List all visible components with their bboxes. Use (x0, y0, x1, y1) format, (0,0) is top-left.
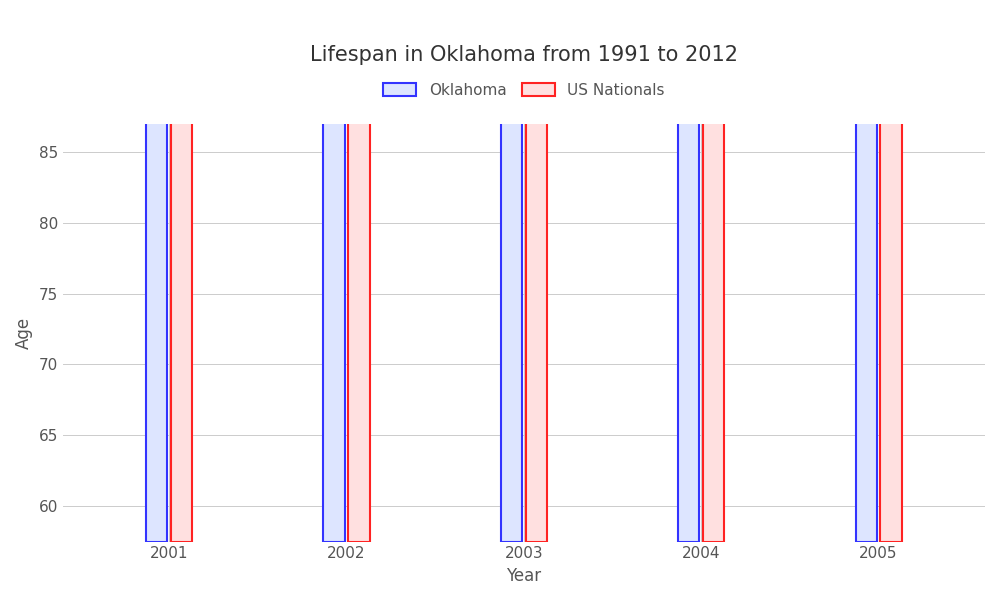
Bar (171, 0, 192, 542)
Bar (323, 0, 345, 542)
Bar (526, 0, 547, 542)
Y-axis label: Age: Age (15, 316, 33, 349)
Bar (703, 0, 724, 542)
Title: Lifespan in Oklahoma from 1991 to 2012: Lifespan in Oklahoma from 1991 to 2012 (310, 45, 738, 65)
Legend: Oklahoma, US Nationals: Oklahoma, US Nationals (377, 77, 671, 104)
Bar (880, 0, 902, 542)
Bar (348, 0, 370, 542)
Bar (856, 0, 877, 542)
Bar (678, 0, 699, 542)
Bar (501, 0, 522, 542)
X-axis label: Year: Year (506, 567, 541, 585)
Bar (146, 0, 167, 542)
